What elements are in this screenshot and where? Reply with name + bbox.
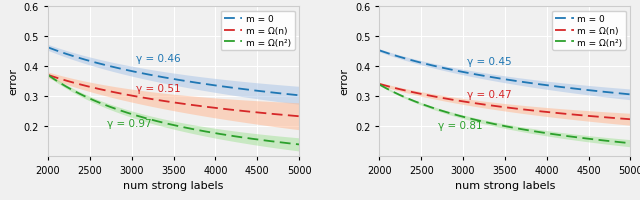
X-axis label: num strong labels: num strong labels [124, 180, 224, 190]
Y-axis label: error: error [339, 68, 349, 95]
Text: γ = 0.45: γ = 0.45 [467, 56, 512, 66]
Text: γ = 0.81: γ = 0.81 [438, 120, 483, 130]
Legend: m = 0, m = Ω(n), m = Ω(n²): m = 0, m = Ω(n), m = Ω(n²) [221, 11, 294, 51]
Text: γ = 0.47: γ = 0.47 [467, 90, 512, 100]
Text: γ = 0.97: γ = 0.97 [107, 119, 151, 129]
Legend: m = 0, m = Ω(n), m = Ω(n²): m = 0, m = Ω(n), m = Ω(n²) [552, 11, 626, 51]
Text: γ = 0.46: γ = 0.46 [136, 53, 180, 63]
Y-axis label: error: error [8, 68, 18, 95]
Text: γ = 0.51: γ = 0.51 [136, 84, 180, 94]
X-axis label: num strong labels: num strong labels [454, 180, 555, 190]
